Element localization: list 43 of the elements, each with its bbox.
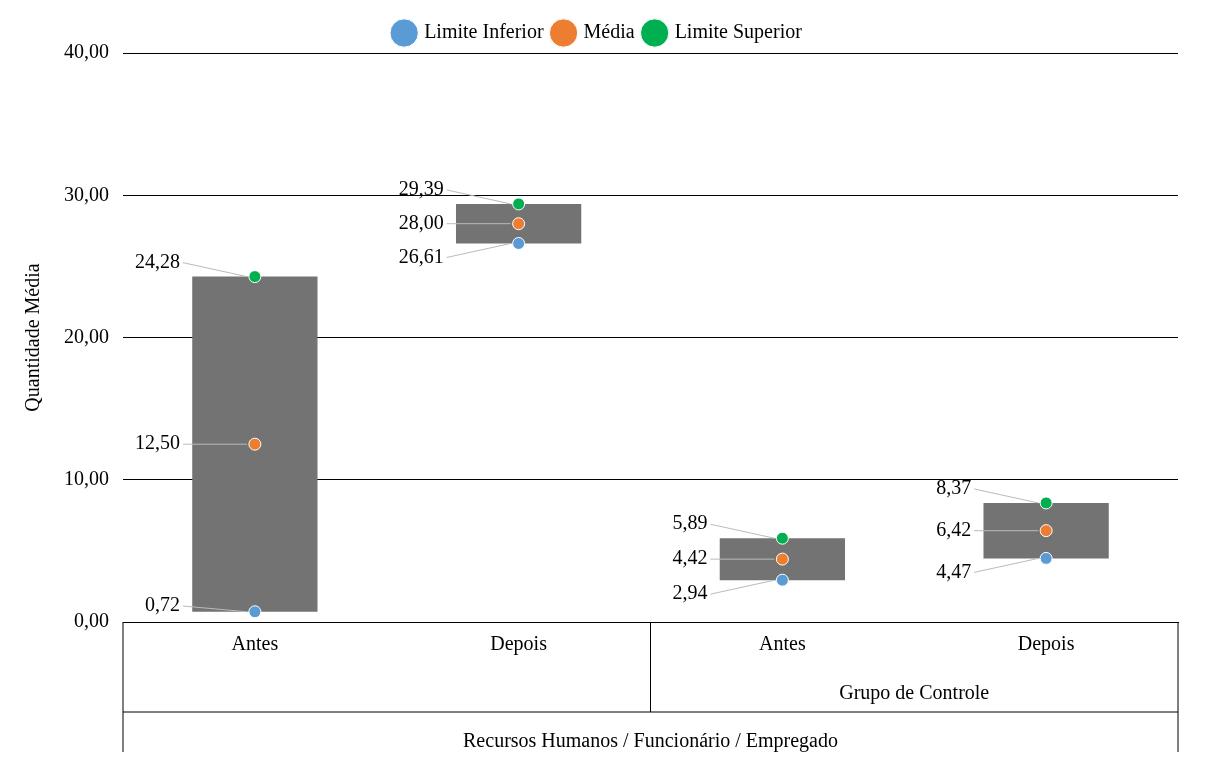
data-label: 4,47 <box>936 559 972 582</box>
point <box>1039 551 1053 565</box>
y-axis-title: Quantidade Média <box>21 263 44 412</box>
data-label: 4,42 <box>672 546 708 569</box>
point <box>512 236 526 250</box>
data-label: 6,42 <box>936 517 972 540</box>
data-label: 28,00 <box>398 210 444 233</box>
bar <box>719 538 846 581</box>
x-tick-label: Depois <box>490 632 548 656</box>
point <box>248 437 262 451</box>
y-tick-label: 20,00 <box>64 324 109 347</box>
data-label: 2,94 <box>672 581 708 604</box>
legend-label: Média <box>583 20 635 43</box>
y-tick-label: 0,00 <box>74 609 109 632</box>
point <box>512 217 526 231</box>
bar <box>192 276 318 612</box>
data-label: 12,50 <box>134 431 180 454</box>
point <box>512 197 526 211</box>
x-axis-title: Recursos Humanos / Funcionário / Empregado <box>463 729 838 753</box>
point <box>775 573 789 587</box>
bar <box>983 502 1109 559</box>
data-label: 5,89 <box>672 511 708 534</box>
bar <box>455 203 582 244</box>
x-tick-label: Antes <box>231 632 279 655</box>
point <box>1039 524 1053 538</box>
x-tick-label: Antes <box>759 632 806 655</box>
data-label: 8,37 <box>936 476 972 499</box>
data-label: 29,39 <box>398 177 444 200</box>
point <box>248 605 262 619</box>
point <box>775 531 789 545</box>
data-label: 26,61 <box>398 244 444 267</box>
point <box>775 552 789 566</box>
point <box>1039 496 1053 510</box>
legend-label: Limite Inferior <box>424 20 544 43</box>
text: Grupo de Controle <box>839 681 990 705</box>
legend-label: Limite Superior <box>674 20 803 44</box>
data-label: 0,72 <box>144 593 180 616</box>
y-tick-label: 10,00 <box>64 467 109 489</box>
y-tick-label: 40,00 <box>64 40 109 63</box>
point <box>248 270 262 284</box>
x-tick-label: Depois <box>1017 632 1075 656</box>
y-tick-label: 30,00 <box>64 182 109 205</box>
data-label: 24,28 <box>134 249 180 272</box>
